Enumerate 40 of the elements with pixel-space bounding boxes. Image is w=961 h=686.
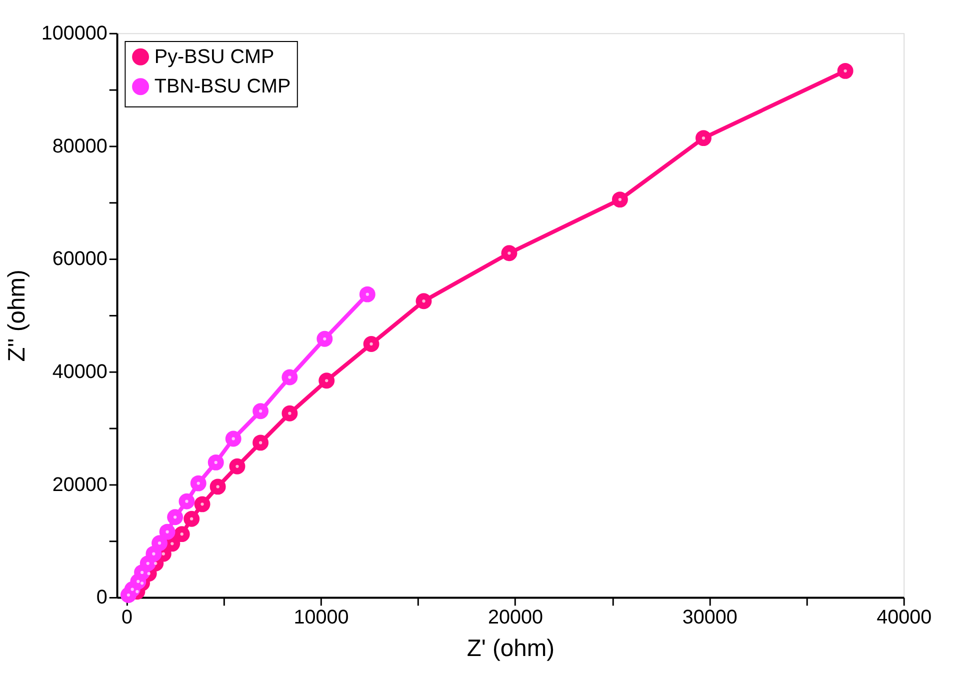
x-tick-label: 30000 <box>682 606 738 628</box>
x-axis-title: Z' (ohm) <box>466 635 555 662</box>
point <box>612 192 628 208</box>
point <box>837 62 854 79</box>
legend-label: Py-BSU CMP <box>154 46 274 68</box>
point <box>252 403 269 420</box>
point <box>318 372 335 389</box>
x-tick-label: 10000 <box>294 606 349 628</box>
y-tick-label: 20000 <box>52 474 108 496</box>
y-tick-label: 60000 <box>52 248 108 270</box>
point <box>416 293 432 310</box>
point <box>174 526 190 542</box>
point <box>194 496 210 512</box>
point <box>282 369 298 386</box>
point <box>208 454 224 470</box>
point <box>152 535 168 552</box>
point <box>696 130 712 146</box>
x-tick-label: 0 <box>121 606 132 628</box>
y-axis-title: Z'' (ohm) <box>4 270 31 362</box>
point <box>363 336 380 352</box>
point <box>167 509 184 526</box>
y-tick-label: 80000 <box>52 135 108 158</box>
y-tick-label: 0 <box>96 586 108 609</box>
point <box>184 510 200 527</box>
point <box>359 286 376 302</box>
legend-label: TBN-BSU CMP <box>154 76 291 98</box>
point <box>282 405 298 422</box>
point <box>159 524 176 540</box>
x-tick-label: 40000 <box>876 606 932 628</box>
point <box>225 430 242 447</box>
point <box>190 475 206 492</box>
point <box>501 245 518 262</box>
point <box>252 434 269 451</box>
point <box>210 478 226 495</box>
y-tick-label: 100000 <box>41 22 108 45</box>
point <box>316 330 333 347</box>
y-tick-label: 40000 <box>52 361 108 384</box>
point <box>178 493 195 510</box>
x-tick-label: 20000 <box>488 606 544 628</box>
point <box>229 458 246 474</box>
